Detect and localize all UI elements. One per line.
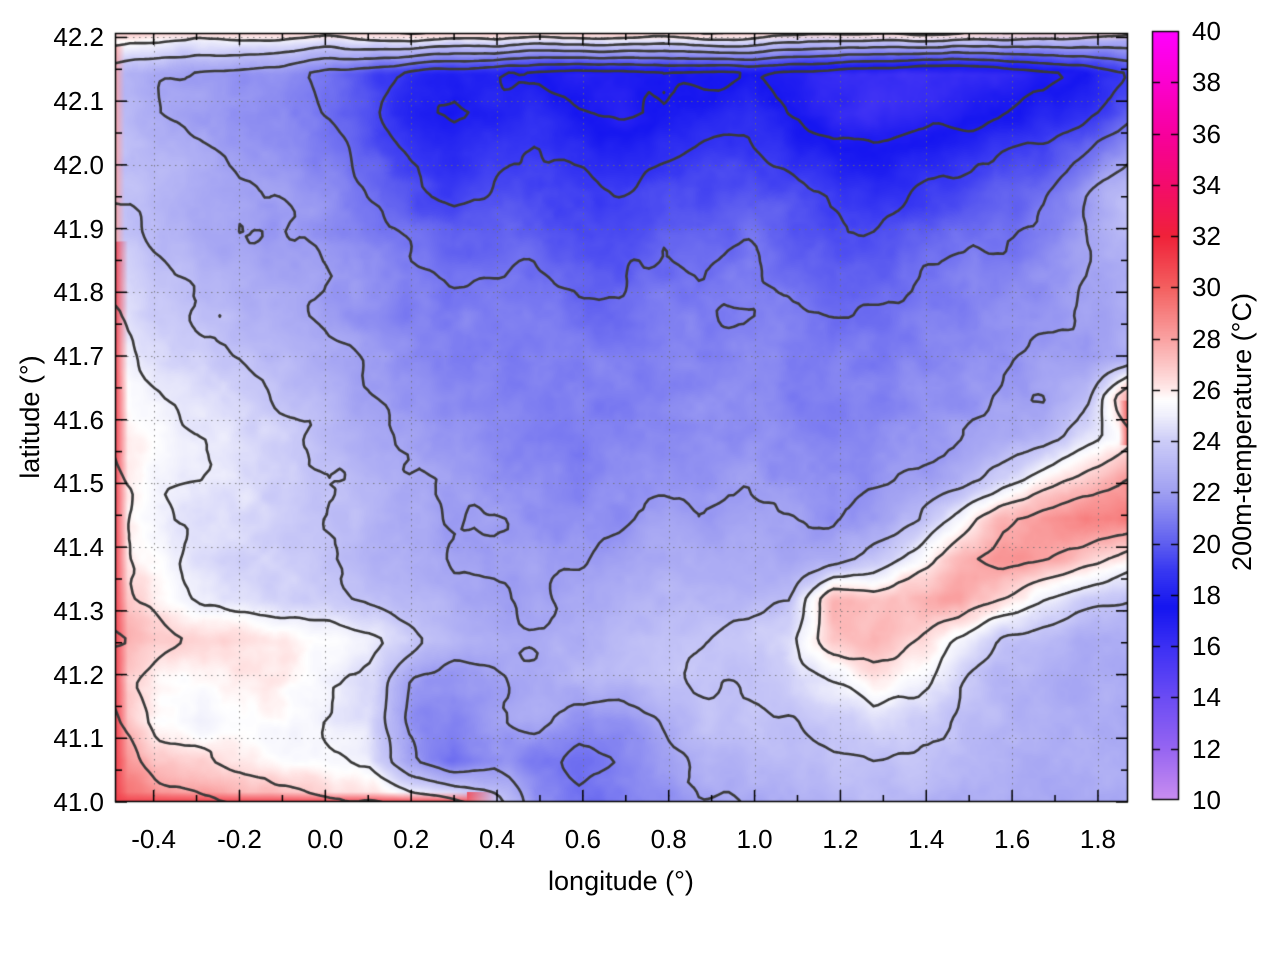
colorbar-tick-label: 10 [1192,785,1221,815]
colorbar-tick-label: 28 [1192,323,1221,354]
colorbar-title: 200m-temperature (°C) [1227,293,1257,571]
y-tick-label: 41.4 [53,532,104,563]
x-tick-label: -0.2 [217,824,262,854]
y-tick-label: 41.2 [53,659,104,690]
colorbar-tick-label: 24 [1192,426,1221,457]
y-tick-label: 42.0 [53,149,104,180]
y-tick-label: 41.9 [53,213,104,244]
colorbar-tick-label: 30 [1192,272,1221,303]
colorbar-tick-label: 18 [1192,579,1221,610]
x-tick-label: 1.2 [822,824,859,854]
y-tick-label: 41.0 [53,787,104,817]
x-axis-title: longitude (°) [548,866,694,896]
x-tick-label: 0.6 [564,824,601,854]
x-tick-label: 0.0 [307,824,344,854]
colorbar-tick-label: 14 [1192,682,1221,713]
x-tick-label: 1.0 [736,824,773,854]
colorbar-tick-label: 34 [1192,169,1221,200]
y-tick-label: 41.5 [53,468,104,499]
x-tick-label: 0.2 [393,824,430,854]
x-tick-label: -0.4 [131,824,177,854]
colorbar-tick-label: 12 [1192,733,1221,764]
y-tick-label: 42.1 [53,86,104,117]
colorbar-tick-label: 40 [1192,16,1221,46]
colorbar-tick-label: 36 [1192,118,1221,149]
x-tick-label: 0.4 [478,824,516,854]
colorbar-tick-label: 20 [1192,528,1221,559]
x-tick-label: 1.6 [994,824,1031,854]
colorbar-tick-label: 16 [1192,631,1221,662]
y-axis-title: latitude (°) [15,355,45,479]
x-tick-label: 1.4 [908,824,945,854]
y-tick-label: 42.2 [53,22,104,53]
colorbar-tick-label: 38 [1192,67,1221,98]
y-tick-label: 41.1 [53,723,104,754]
y-tick-label: 41.6 [53,404,104,435]
y-tick-label: 41.7 [53,341,104,372]
x-tick-label: 0.8 [650,824,687,854]
y-tick-label: 41.8 [53,277,104,308]
y-tick-label: 41.3 [53,595,104,626]
colorbar-tick-label: 22 [1192,477,1221,508]
colorbar-tick-label: 26 [1192,374,1221,405]
colorbar-tick-label: 32 [1192,221,1221,252]
x-tick-label: 1.8 [1079,824,1117,854]
